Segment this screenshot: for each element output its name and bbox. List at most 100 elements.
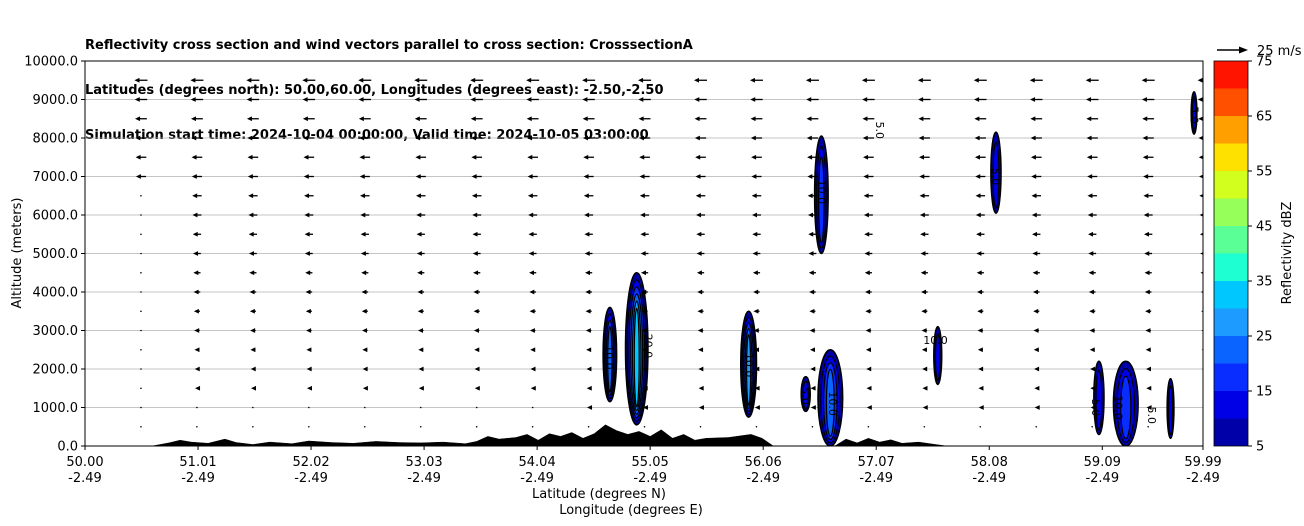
wind-vector: [974, 154, 986, 160]
wind-vector-head: [865, 347, 871, 353]
wind-vector-head: [641, 308, 647, 314]
wind-vector-head: [416, 251, 422, 256]
wind-vector: [978, 405, 984, 410]
x-tick-label-lat: 58.08: [971, 455, 1008, 470]
wind-vector: [308, 406, 310, 409]
wind-vector-head: [246, 97, 252, 102]
wind-vector: [249, 289, 257, 295]
colorbar-swatch: [1214, 418, 1248, 446]
wind-vector: [809, 289, 816, 295]
colorbar-swatch: [1214, 363, 1248, 391]
wind-vector: [194, 328, 200, 333]
wind-vector: [140, 368, 142, 370]
wind-vector-head: [249, 308, 255, 314]
wind-vector: [1032, 231, 1041, 237]
wind-vector: [415, 135, 427, 141]
wind-vector: [1088, 289, 1096, 295]
colorbar-swatch: [1214, 308, 1248, 336]
contour-label: 5.0: [1145, 406, 1158, 424]
wind-vector: [750, 97, 763, 102]
wind-vector: [471, 135, 483, 141]
wind-vector-head: [474, 385, 480, 391]
wind-vector-head: [1199, 194, 1203, 198]
wind-vector-head: [1143, 212, 1149, 218]
wind-vector: [303, 154, 315, 160]
wind-vector: [1086, 116, 1099, 122]
wind-vector: [248, 212, 258, 218]
wind-vector: [584, 270, 593, 276]
wind-vector: [362, 328, 368, 333]
reflectivity-cell: [813, 135, 829, 255]
wind-vector-head: [415, 154, 421, 160]
wind-vector: [1031, 174, 1042, 179]
wind-vector-head: [306, 385, 312, 391]
wind-vector: [306, 328, 312, 333]
title-line-2: Latitudes (degrees north): 50.00,60.00, …: [85, 83, 664, 98]
wind-vector-head: [977, 308, 983, 314]
wind-vector: [642, 347, 648, 353]
wind-vector-head: [752, 270, 758, 276]
wind-vector-head: [978, 405, 984, 410]
wind-vector: [473, 270, 481, 276]
wind-vector-head: [696, 270, 702, 276]
wind-vector-head: [194, 328, 200, 333]
wind-vector: [1032, 270, 1040, 276]
wind-vector-head: [919, 193, 925, 199]
wind-vector: [642, 405, 648, 410]
wind-vector-head: [1198, 135, 1203, 141]
wind-vector-head: [527, 135, 533, 141]
colorbar-frame: [1213, 60, 1249, 447]
wind-vector-head: [696, 212, 702, 218]
wind-vector: [1088, 270, 1096, 276]
wind-vector-head: [250, 366, 256, 372]
wind-vector: [1088, 251, 1097, 256]
wind-vector-head: [863, 193, 869, 199]
wind-vector: [475, 406, 478, 409]
wind-vector-head: [1085, 97, 1091, 102]
wind-vector: [246, 97, 260, 102]
wind-vector: [528, 251, 537, 256]
wind-vector-head: [193, 270, 199, 276]
wind-vector: [807, 212, 817, 218]
wind-vector-head: [1146, 405, 1152, 410]
wind-vector-head: [359, 154, 365, 160]
wind-vector: [698, 347, 704, 353]
wind-vector: [866, 366, 872, 372]
colorbar-swatch: [1214, 116, 1248, 144]
wind-vector: [806, 97, 819, 102]
wind-vector: [1089, 347, 1095, 353]
wind-vector: [1143, 174, 1154, 179]
wind-vector-head: [809, 347, 815, 353]
wind-vector-head: [809, 308, 815, 314]
x-axis-label-longitude: Longitude (degrees E): [559, 503, 703, 518]
wind-vector: [252, 406, 254, 409]
wind-vector: [192, 231, 202, 237]
reflectivity-contour: [633, 307, 640, 408]
wind-vector-head: [918, 135, 924, 141]
wind-vector: [1142, 154, 1154, 160]
wind-vector-head: [1142, 154, 1148, 160]
wind-vector: [250, 366, 256, 372]
wind-vector-head: [918, 154, 924, 160]
wind-vector: [975, 193, 986, 199]
x-tick-label-lat: 59.99: [1184, 455, 1221, 470]
wind-vector-head: [361, 308, 367, 314]
wind-vector-head: [1033, 347, 1039, 353]
wind-vector: [586, 347, 592, 353]
wind-vector-head: [416, 231, 422, 237]
wind-vector: [640, 212, 650, 218]
wind-vector-head: [752, 251, 758, 256]
wind-vector-head: [1143, 174, 1149, 179]
wind-vector: [252, 425, 254, 428]
wind-vector: [527, 193, 538, 199]
wind-vector: [134, 97, 148, 102]
wind-vector: [1035, 425, 1038, 428]
wind-vector: [979, 425, 982, 428]
wind-vector: [471, 154, 483, 160]
wind-vector: [586, 385, 592, 391]
reflectivity-cell: [933, 325, 943, 386]
wind-vector: [696, 270, 705, 276]
wind-vector: [866, 385, 872, 391]
wind-vector-head: [921, 328, 927, 333]
wind-vector-head: [866, 385, 872, 391]
